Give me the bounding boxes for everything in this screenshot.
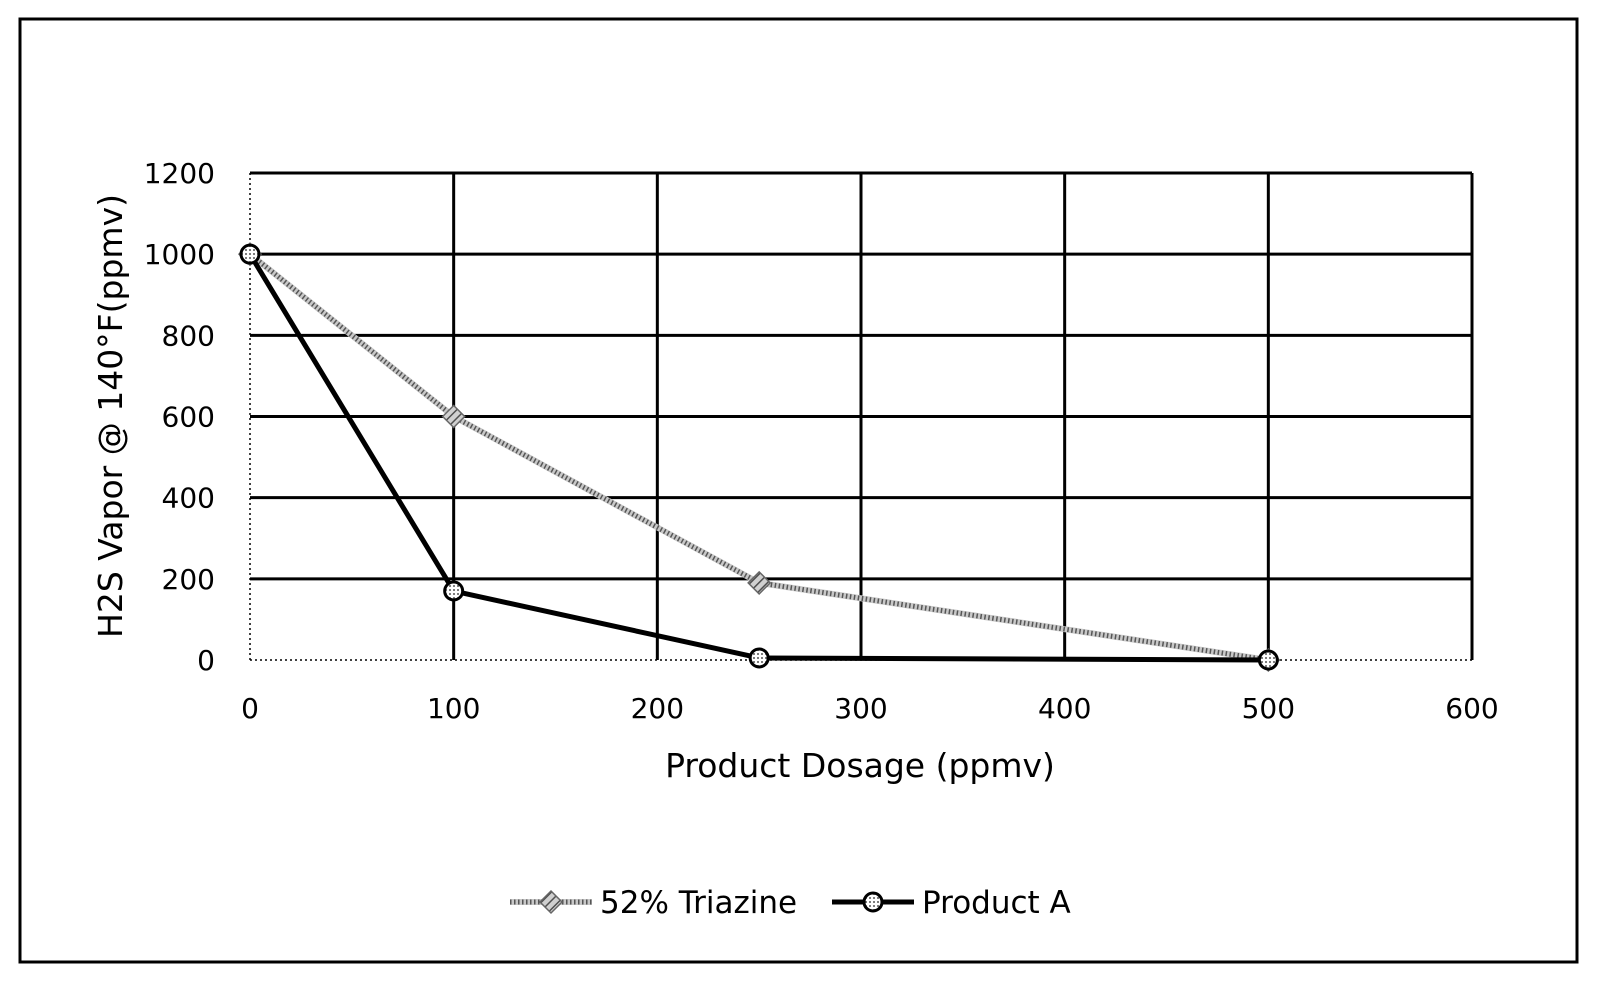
x-axis-ticks: 0 100 200 300 400 500 600	[241, 692, 1499, 725]
data-point-marker	[441, 404, 466, 429]
data-point-marker	[239, 243, 261, 265]
x-tick-label: 200	[631, 692, 684, 725]
y-tick-label: 200	[162, 563, 215, 596]
x-tick-label: 0	[241, 692, 259, 725]
y-tick-label: 600	[162, 401, 215, 434]
data-point-marker	[1257, 649, 1279, 671]
x-tick-label: 100	[427, 692, 480, 725]
y-tick-label: 800	[162, 319, 215, 352]
data-point-marker	[443, 580, 465, 602]
x-tick-label: 300	[834, 692, 887, 725]
y-tick-label: 1200	[144, 157, 215, 190]
x-tick-label: 400	[1038, 692, 1091, 725]
x-axis-title: Product Dosage (ppmv)	[665, 746, 1055, 785]
series-group	[237, 242, 1281, 673]
legend-item: Product A	[832, 885, 1071, 921]
y-tick-label: 400	[162, 482, 215, 515]
legend-marker	[862, 891, 884, 913]
series-line	[248, 251, 1269, 663]
legend: 52% Triazine Product A	[510, 885, 1071, 921]
y-tick-label: 1000	[144, 238, 215, 271]
data-point-marker	[747, 570, 772, 595]
y-axis-ticks: 0 200 400 600 800 1000 1200	[144, 157, 215, 677]
legend-item: 52% Triazine	[510, 885, 797, 921]
y-axis-title: H2S Vapor @ 140°F(ppmv)	[91, 194, 130, 638]
x-tick-label: 600	[1445, 692, 1498, 725]
x-tick-label: 500	[1242, 692, 1295, 725]
legend-label: 52% Triazine	[600, 885, 797, 921]
chart-frame	[18, 17, 1579, 964]
legend-marker	[538, 889, 564, 915]
data-point-marker	[748, 647, 770, 669]
series-line	[247, 252, 1269, 663]
y-tick-label: 0	[197, 644, 215, 677]
legend-label: Product A	[922, 885, 1071, 921]
series-product-a	[239, 243, 1279, 671]
